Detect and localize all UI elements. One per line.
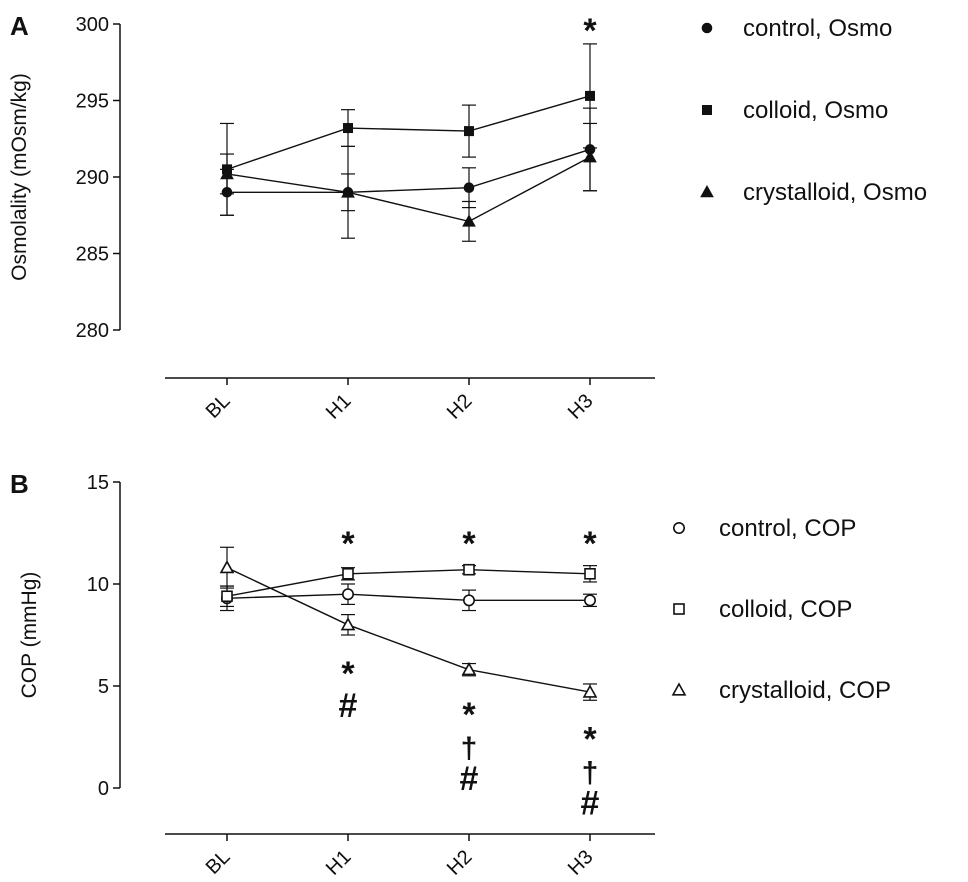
panel-b-significance-mark: * bbox=[462, 696, 476, 734]
panel-b-y-tick-label: 5 bbox=[98, 676, 109, 698]
panel-b-y-tick-label: 10 bbox=[87, 574, 109, 596]
panel-a-y-axis-label: Osmolality (mOsm/kg) bbox=[8, 73, 31, 281]
panel-b-significance-mark: # bbox=[581, 784, 600, 822]
panel-b-significance-mark: * bbox=[462, 525, 476, 563]
panel-a-chart: 280 285 290 295 300 Osmolality (mOsm/kg) BL H1 H… bbox=[8, 12, 927, 424]
panel-b-significance-mark: * bbox=[341, 655, 355, 693]
panel-a-legend-marker bbox=[700, 184, 714, 198]
panel-a-data-point bbox=[462, 214, 476, 227]
panel-b-y-tick-label: 15 bbox=[87, 472, 109, 494]
panel-b-x-tick-label: H2 bbox=[443, 846, 477, 880]
panel-a-legend-label: control, Osmo bbox=[743, 15, 892, 42]
panel-b-data-point bbox=[219, 560, 235, 574]
panel-b-significance-mark: † bbox=[461, 732, 478, 765]
panel-a-x-tick-label: BL bbox=[202, 390, 235, 423]
panel-b-data-point bbox=[462, 594, 475, 607]
panel-a-data-point bbox=[463, 182, 475, 194]
panel-b-significance-mark: * bbox=[341, 525, 355, 563]
panel-b-x-tick-label: H3 bbox=[564, 846, 598, 880]
panel-a-legend-label: crystalloid, Osmo bbox=[743, 179, 927, 206]
panel-b-data-point bbox=[221, 590, 233, 603]
panel-a-x-tick-label: H2 bbox=[443, 390, 477, 424]
panel-a-series-line bbox=[226, 95, 591, 171]
panel-b-x-tick-label: BL bbox=[202, 846, 235, 879]
panel-a-data-point bbox=[583, 150, 597, 163]
panel-a-y-tick-label: 290 bbox=[76, 167, 109, 189]
panel-b-legend-label: colloid, COP bbox=[719, 596, 852, 623]
panel-b-significance-mark: † bbox=[582, 756, 599, 789]
panel-b-legend-label: control, COP bbox=[719, 515, 856, 542]
panel-b-legend-label: crystalloid, COP bbox=[719, 677, 891, 704]
panel-a-series-line bbox=[226, 156, 591, 223]
panel-a-legend-marker bbox=[701, 22, 713, 34]
panel-a-y-tick-label: 300 bbox=[76, 14, 109, 36]
panel-b-data-point bbox=[340, 617, 356, 631]
panel-a-y-tick-label: 280 bbox=[76, 320, 109, 342]
panel-a-x-tick-label: H1 bbox=[322, 390, 356, 424]
panel-a-data-point bbox=[464, 126, 474, 137]
panel-a-x-tick-label: H3 bbox=[564, 390, 598, 424]
panel-b-chart: 0 5 10 15 COP (mmHg) BL H1 H2 H3 control, COP coll… bbox=[18, 472, 891, 880]
panel-b-legend-marker bbox=[671, 682, 687, 696]
panel-b-significance-mark: * bbox=[583, 720, 597, 758]
panel-b-data-point bbox=[582, 684, 598, 698]
panel-b-significance-mark: * bbox=[583, 525, 597, 563]
panel-a-data-point bbox=[220, 166, 234, 180]
panel-a-series-line bbox=[227, 148, 591, 194]
panel-b-data-point bbox=[342, 567, 354, 580]
panel-a-letter: A bbox=[10, 11, 29, 41]
panel-b-significance-mark: # bbox=[339, 687, 358, 725]
panel-a-legend-label: colloid, Osmo bbox=[743, 97, 888, 124]
panel-b-data-point bbox=[461, 662, 477, 676]
panel-b-legend-marker bbox=[672, 521, 685, 534]
panel-a-significance-mark: * bbox=[583, 12, 597, 50]
panel-b-significance-mark: # bbox=[460, 760, 479, 798]
panel-b-series-line bbox=[226, 593, 590, 602]
panel-b-series-line bbox=[226, 567, 591, 693]
panel-b-x-tick-label: H1 bbox=[322, 846, 356, 880]
panel-b-legend-marker bbox=[673, 603, 685, 615]
panel-b-data-point bbox=[584, 567, 596, 580]
panel-b-series-line bbox=[226, 569, 591, 597]
panel-a-data-point bbox=[585, 90, 595, 101]
panel-b-y-axis-label: COP (mmHg) bbox=[18, 572, 41, 699]
panel-a-y-tick-label: 285 bbox=[76, 244, 109, 266]
panel-a-data-point bbox=[341, 185, 355, 198]
panel-a-legend-marker bbox=[702, 105, 712, 115]
panel-b-data-point bbox=[583, 594, 596, 607]
panel-a-data-point bbox=[343, 123, 353, 134]
panel-b-data-point bbox=[341, 588, 354, 601]
panel-a-y-tick-label: 295 bbox=[76, 91, 109, 113]
panel-b-data-point bbox=[463, 563, 475, 576]
panel-b-letter: B bbox=[10, 469, 29, 499]
panel-b-y-tick-label: 0 bbox=[98, 778, 109, 800]
